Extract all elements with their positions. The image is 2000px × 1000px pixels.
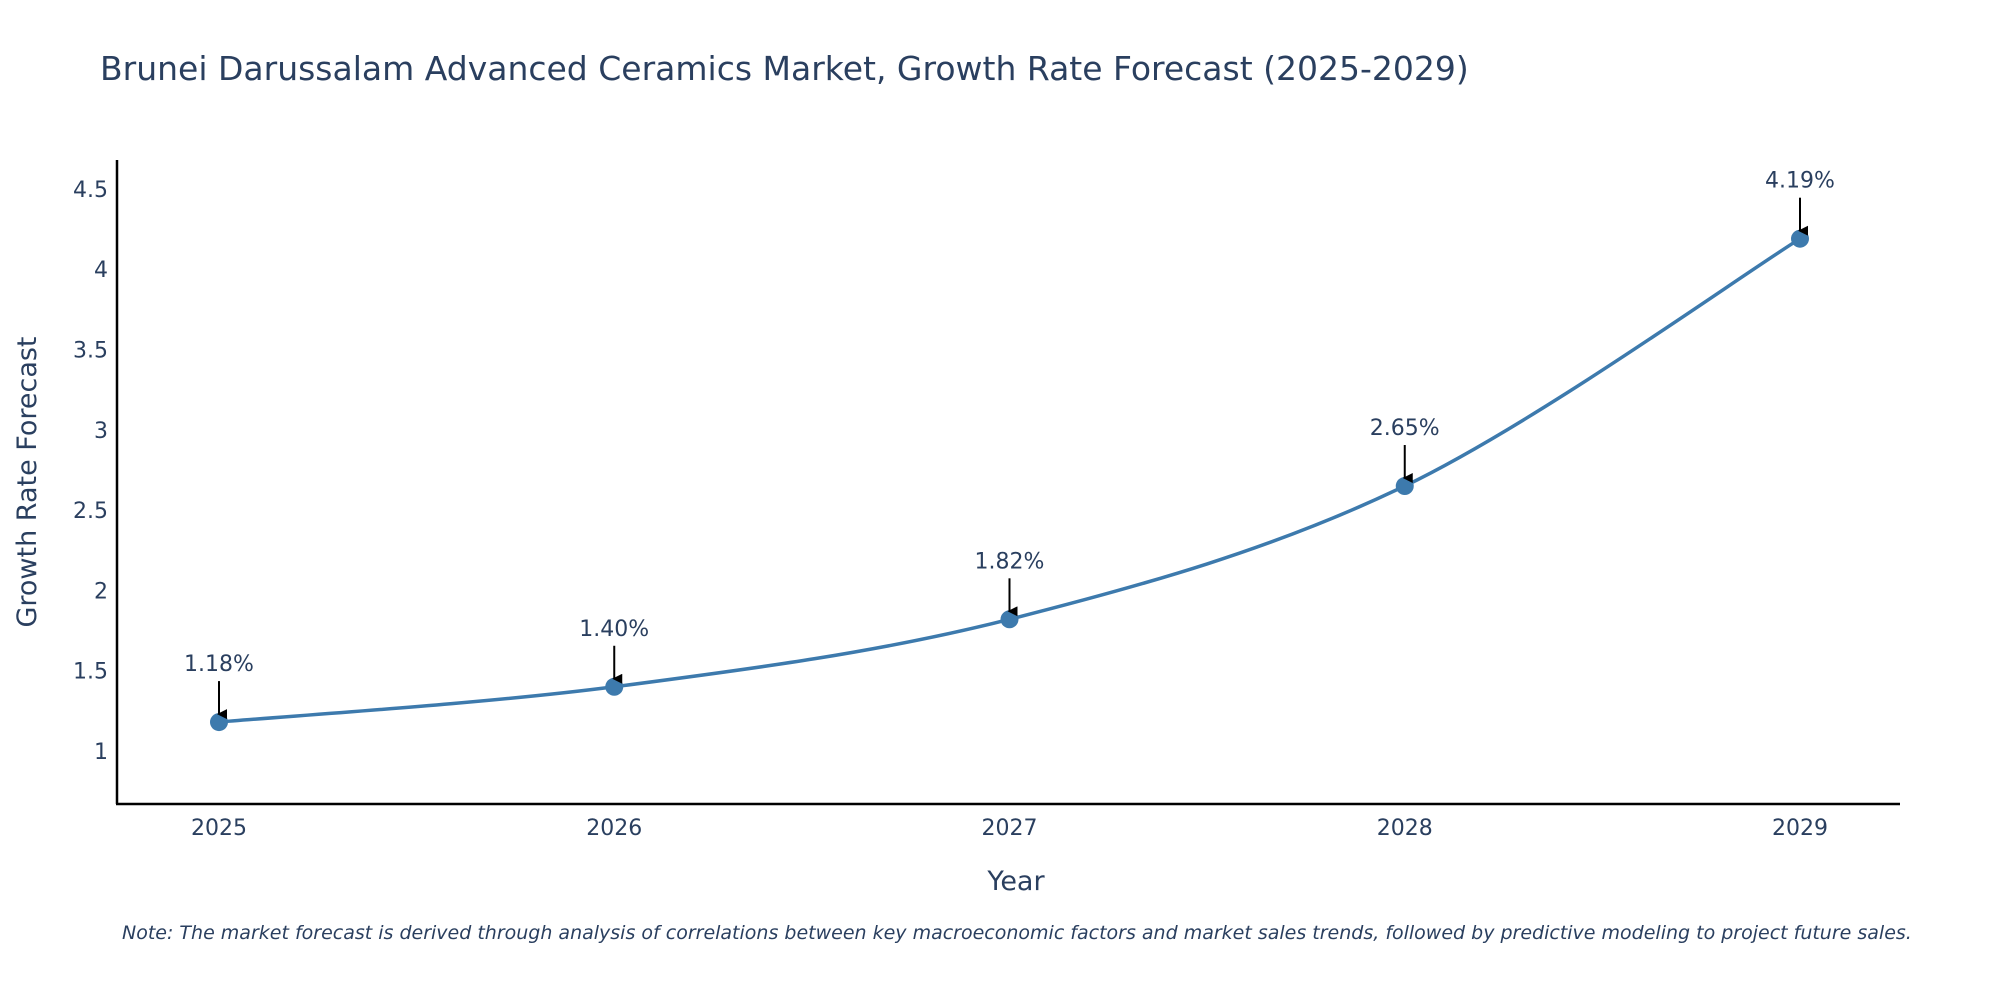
x-axis-title: Year [986, 866, 1045, 897]
data-point [210, 713, 228, 732]
y-tick-label: 1.5 [73, 660, 108, 685]
data-label: 1.40% [579, 617, 649, 642]
data-label: 1.18% [184, 652, 254, 677]
x-tick-label: 2028 [1377, 816, 1433, 841]
data-label: 2.65% [1370, 416, 1440, 441]
data-point [1395, 477, 1414, 496]
data-point [605, 677, 624, 696]
y-ticks: 1 1.5 2 2.5 3 3.5 4 4.5 [73, 178, 108, 765]
y-tick-label: 2.5 [73, 499, 108, 524]
y-tick-label: 4 [94, 258, 108, 283]
y-axis-title: Growth Rate Forecast [12, 336, 43, 627]
series-line [218, 237, 1801, 724]
x-ticks: 2025 2026 2027 2028 2029 [191, 816, 1828, 841]
data-points [210, 229, 1809, 732]
y-tick-label: 4.5 [73, 178, 108, 203]
x-tick-label: 2027 [982, 816, 1038, 841]
x-tick-label: 2026 [586, 816, 642, 841]
y-tick-label: 3 [94, 419, 108, 444]
data-point [1000, 610, 1019, 629]
y-tick-label: 1 [94, 740, 108, 765]
x-tick-label: 2029 [1772, 816, 1828, 841]
y-tick-label: 3.5 [73, 339, 108, 364]
data-labels: 1.18% 1.40% 1.82% 2.65% 4.19% [184, 169, 1835, 720]
x-tick-label: 2025 [191, 816, 247, 841]
chart-title: Brunei Darussalam Advanced Ceramics Mark… [100, 49, 1469, 88]
footnote: Note: The market forecast is derived thr… [122, 922, 1912, 944]
y-tick-label: 2 [94, 579, 108, 604]
data-point [1791, 229, 1809, 248]
data-label: 4.19% [1765, 169, 1835, 194]
data-label: 1.82% [975, 549, 1045, 574]
